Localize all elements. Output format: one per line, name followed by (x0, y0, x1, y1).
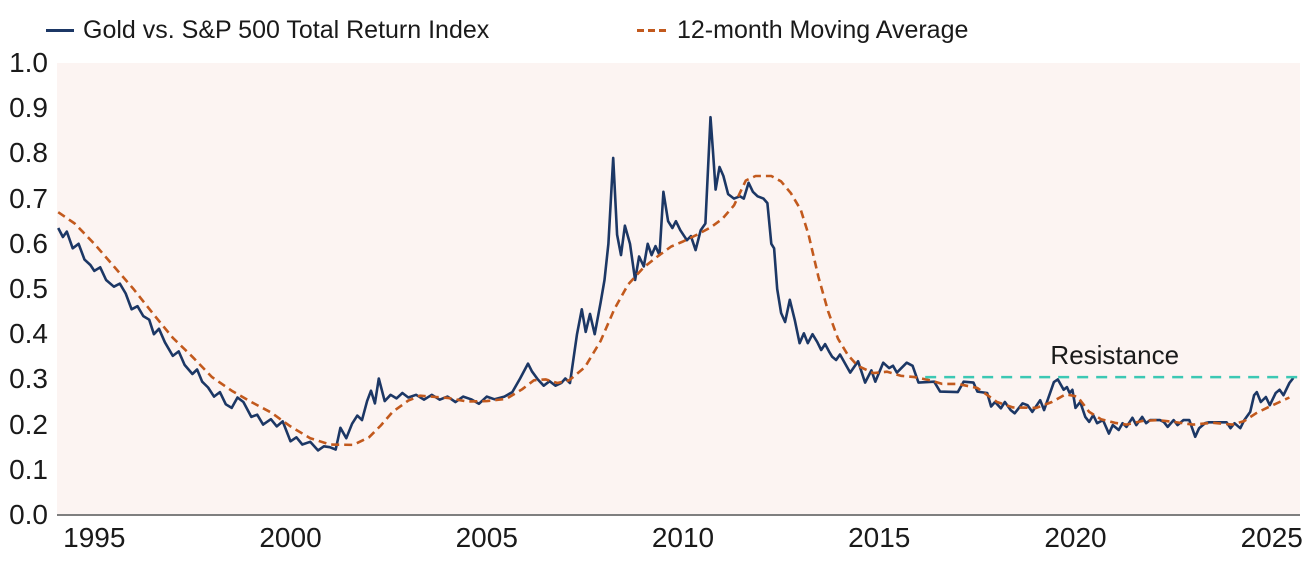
x-tick-label: 2015 (848, 522, 911, 553)
legend-item-moving-average: 12-month Moving Average (637, 16, 968, 45)
x-axis-line (57, 514, 1300, 516)
y-tick-label: 0.2 (9, 408, 48, 440)
y-tick-label: 0.3 (9, 363, 48, 395)
y-tick-label: 1.0 (9, 47, 48, 78)
y-tick-label: 0.4 (9, 318, 48, 350)
legend-label-moving-average: 12-month Moving Average (677, 16, 969, 44)
dashed-line-swatch-icon (637, 29, 668, 32)
x-tick-label: 2020 (1044, 522, 1107, 553)
y-tick-label: 0.6 (9, 227, 48, 259)
resistance-label: Resistance (1050, 340, 1180, 371)
x-tick-label: 1995 (63, 522, 126, 553)
y-tick-label: 0.8 (9, 137, 48, 169)
x-tick-label: 2005 (455, 522, 518, 553)
solid-line-swatch-icon (46, 29, 74, 32)
y-tick-label: 0.0 (9, 499, 48, 530)
legend: Gold vs. S&P 500 Total Return Index 12-m… (0, 0, 1307, 50)
y-tick-label: 0.9 (9, 92, 48, 124)
x-tick-label: 2000 (259, 522, 322, 553)
plot-area (57, 63, 1300, 515)
y-tick-label: 0.5 (9, 273, 48, 304)
legend-item-gold-sp500: Gold vs. S&P 500 Total Return Index (46, 16, 489, 45)
x-tick-label: 2025 (1240, 522, 1303, 553)
legend-label-gold-sp500: Gold vs. S&P 500 Total Return Index (83, 16, 490, 44)
y-tick-label: 0.1 (9, 453, 48, 485)
x-tick-label: 2010 (651, 522, 715, 553)
y-tick-label: 0.7 (9, 182, 48, 214)
